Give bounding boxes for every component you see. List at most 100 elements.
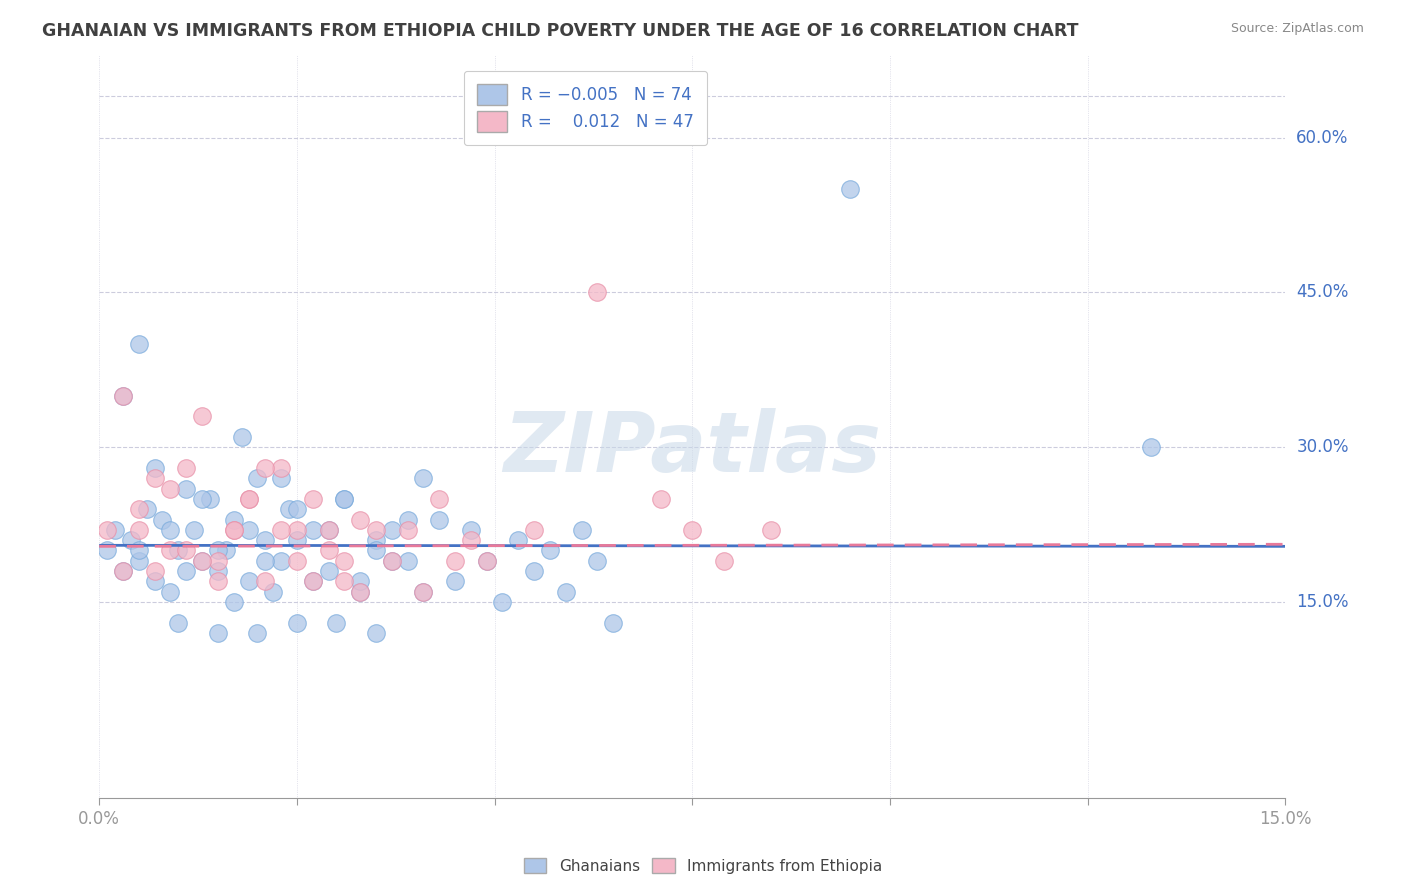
Point [349, 512, 371, 526]
Point [333, 491, 356, 506]
Point [364, 533, 387, 548]
Point [207, 554, 229, 568]
Point [475, 554, 498, 568]
Point [285, 533, 308, 548]
Legend: R = −0.005   N = 74, R =    0.012   N = 47: R = −0.005 N = 74, R = 0.012 N = 47 [464, 70, 707, 145]
Point [301, 523, 323, 537]
Point [159, 523, 181, 537]
Point [333, 491, 356, 506]
Point [381, 523, 404, 537]
Point [325, 615, 347, 630]
Text: 45.0%: 45.0% [1296, 284, 1348, 301]
Point [586, 285, 609, 300]
Point [238, 523, 260, 537]
Point [207, 626, 229, 640]
Point [333, 554, 356, 568]
Point [491, 595, 513, 609]
Point [460, 533, 482, 548]
Point [444, 574, 467, 589]
Point [586, 554, 609, 568]
Point [254, 554, 277, 568]
Point [159, 584, 181, 599]
Point [159, 543, 181, 558]
Point [222, 595, 245, 609]
Point [301, 574, 323, 589]
Point [174, 482, 197, 496]
Point [318, 523, 340, 537]
Point [215, 543, 238, 558]
Point [412, 584, 434, 599]
Point [508, 533, 530, 548]
Point [174, 543, 197, 558]
Point [650, 491, 672, 506]
Point [571, 523, 593, 537]
Point [128, 523, 150, 537]
Point [128, 543, 150, 558]
Point [381, 554, 404, 568]
Point [254, 461, 277, 475]
Point [246, 626, 269, 640]
Point [318, 543, 340, 558]
Point [128, 337, 150, 351]
Point [222, 512, 245, 526]
Point [191, 409, 214, 424]
Point [460, 523, 482, 537]
Text: Source: ZipAtlas.com: Source: ZipAtlas.com [1230, 22, 1364, 36]
Point [412, 584, 434, 599]
Point [538, 543, 561, 558]
Point [396, 554, 419, 568]
Point [191, 554, 214, 568]
Point [222, 523, 245, 537]
Point [278, 502, 301, 516]
Point [301, 491, 323, 506]
Point [135, 502, 157, 516]
Point [167, 543, 190, 558]
Point [1139, 440, 1161, 454]
Point [111, 389, 134, 403]
Point [713, 554, 735, 568]
Point [111, 389, 134, 403]
Point [349, 584, 371, 599]
Text: 60.0%: 60.0% [1296, 128, 1348, 146]
Point [159, 482, 181, 496]
Point [104, 523, 127, 537]
Legend: Ghanaians, Immigrants from Ethiopia: Ghanaians, Immigrants from Ethiopia [517, 852, 889, 880]
Point [183, 523, 205, 537]
Point [191, 554, 214, 568]
Point [152, 512, 174, 526]
Point [285, 615, 308, 630]
Point [262, 584, 284, 599]
Point [475, 554, 498, 568]
Point [270, 523, 292, 537]
Point [349, 584, 371, 599]
Point [364, 543, 387, 558]
Point [96, 543, 118, 558]
Point [270, 554, 292, 568]
Point [174, 564, 197, 578]
Point [96, 523, 118, 537]
Point [523, 564, 546, 578]
Text: 30.0%: 30.0% [1296, 438, 1348, 457]
Point [349, 574, 371, 589]
Point [427, 512, 450, 526]
Point [270, 471, 292, 485]
Point [143, 564, 166, 578]
Point [301, 574, 323, 589]
Text: 15.0%: 15.0% [1296, 593, 1348, 611]
Point [207, 574, 229, 589]
Point [198, 491, 221, 506]
Point [246, 471, 269, 485]
Point [318, 523, 340, 537]
Point [128, 502, 150, 516]
Point [174, 461, 197, 475]
Point [412, 471, 434, 485]
Point [254, 533, 277, 548]
Point [207, 543, 229, 558]
Point [427, 491, 450, 506]
Point [254, 574, 277, 589]
Point [381, 554, 404, 568]
Point [554, 584, 576, 599]
Point [761, 523, 783, 537]
Point [396, 523, 419, 537]
Point [191, 491, 214, 506]
